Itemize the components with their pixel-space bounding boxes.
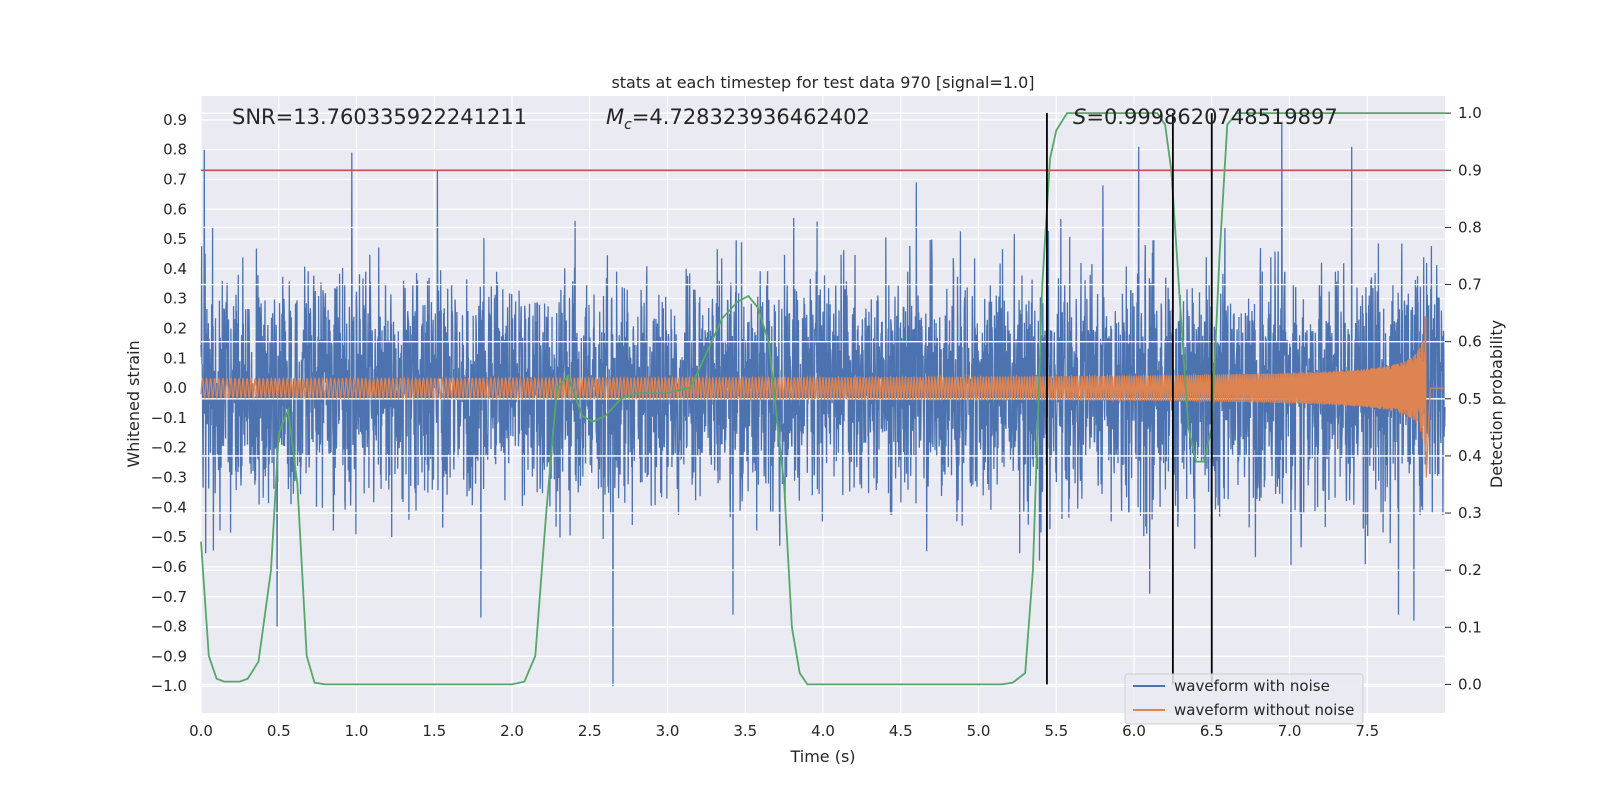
chart-title: stats at each timestep for test data 970… <box>611 73 1034 92</box>
y-tick-label: 0.8 <box>163 141 187 159</box>
y-tick-label: 0.9 <box>163 111 187 129</box>
legend: waveform with noise waveform without noi… <box>1124 673 1364 725</box>
y-tick-label: 0.5 <box>163 230 187 248</box>
y-tick-label: 0.7 <box>163 170 187 188</box>
legend-noisy-label: waveform with noise <box>1174 677 1330 695</box>
y2-tick-label: 0.0 <box>1458 675 1482 693</box>
tick-labels: 0.0 0.5 1.0 1.5 2.0 2.5 3.0 3.5 4.0 4.5 5.0 5.5 6.0 6… <box>151 104 1482 740</box>
x-tick-label: 1.5 <box>422 722 446 740</box>
x-tick-label: 4.5 <box>889 722 913 740</box>
x-tick-label: 2.5 <box>578 722 602 740</box>
y-tick-label: −0.5 <box>151 528 187 546</box>
y-axis-label: Whitened strain <box>124 340 143 467</box>
x-tick-label: 0.0 <box>189 722 213 740</box>
x-tick-label: 6.0 <box>1122 722 1146 740</box>
x-tick-label: 7.0 <box>1278 722 1302 740</box>
clean-waveform-series <box>200 316 1445 478</box>
y2-axis-label: Detection probability <box>1487 320 1506 488</box>
y-tick-label: 0.0 <box>163 379 187 397</box>
x-tick-label: 5.0 <box>967 722 991 740</box>
y2-tick-label: 0.4 <box>1458 447 1482 465</box>
y2-tick-label: 0.1 <box>1458 618 1482 636</box>
s-symbol: S <box>1073 105 1086 129</box>
y-tick-label: −0.8 <box>151 618 187 636</box>
x-axis-label: Time (s) <box>789 747 855 766</box>
snr-annotation: SNR=13.760335922241211 <box>232 105 527 129</box>
y-tick-label: 0.1 <box>163 349 187 367</box>
y2-tick-label: 1.0 <box>1458 104 1482 122</box>
x-tick-label: 0.5 <box>267 722 291 740</box>
x-tick-label: 1.0 <box>345 722 369 740</box>
clean-waveform-line <box>200 316 1445 478</box>
y2-tick-label: 0.2 <box>1458 561 1482 579</box>
mc-value: =4.728323936462402 <box>632 105 870 129</box>
legend-clean-label: waveform without noise <box>1174 701 1354 719</box>
x-tick-label: 2.0 <box>500 722 524 740</box>
noisy-waveform-line <box>200 122 1446 687</box>
detection-probability-line <box>200 112 1445 686</box>
x-tick-label: 7.5 <box>1355 722 1379 740</box>
y2-tick-label: 0.7 <box>1458 276 1482 294</box>
x-tick-label: 3.5 <box>733 722 757 740</box>
mc-subscript: c <box>624 117 632 133</box>
y-tick-label: 0.3 <box>163 290 187 308</box>
y-tick-label: −0.3 <box>151 469 187 487</box>
y2-tick-label: 0.5 <box>1458 390 1482 408</box>
y-tick-label: 0.2 <box>163 319 187 337</box>
s-value: =0.9998620748519897 <box>1086 105 1337 129</box>
y-tick-label: −0.2 <box>151 439 187 457</box>
y2-tick-label: 0.6 <box>1458 333 1482 351</box>
probability-overlay <box>200 112 1445 686</box>
y-tick-label: 0.4 <box>163 260 187 278</box>
y-tick-label: −0.1 <box>151 409 187 427</box>
score-annotation: S=0.9998620748519897 <box>1073 105 1338 129</box>
x-tick-label: 5.5 <box>1044 722 1068 740</box>
y-tick-label: 0.6 <box>163 200 187 218</box>
y2-tick-label: 0.3 <box>1458 504 1482 522</box>
x-tick-label: 3.0 <box>656 722 680 740</box>
chirp-mass-annotation: Mc=4.728323936462402 <box>606 105 870 133</box>
mc-symbol: M <box>606 105 624 129</box>
legend-box <box>1124 673 1364 725</box>
x-tick-label: 6.5 <box>1200 722 1224 740</box>
y-tick-label: −0.6 <box>151 558 187 576</box>
y-tick-label: −0.7 <box>151 588 187 606</box>
noisy-waveform-series <box>200 122 1446 687</box>
y-tick-label: −0.9 <box>151 647 187 665</box>
y-tick-label: −1.0 <box>151 677 187 695</box>
y2-tick-label: 0.8 <box>1458 218 1482 236</box>
y-tick-label: −0.4 <box>151 498 187 516</box>
y2-tick-label: 0.9 <box>1458 161 1482 179</box>
x-tick-label: 4.0 <box>811 722 835 740</box>
